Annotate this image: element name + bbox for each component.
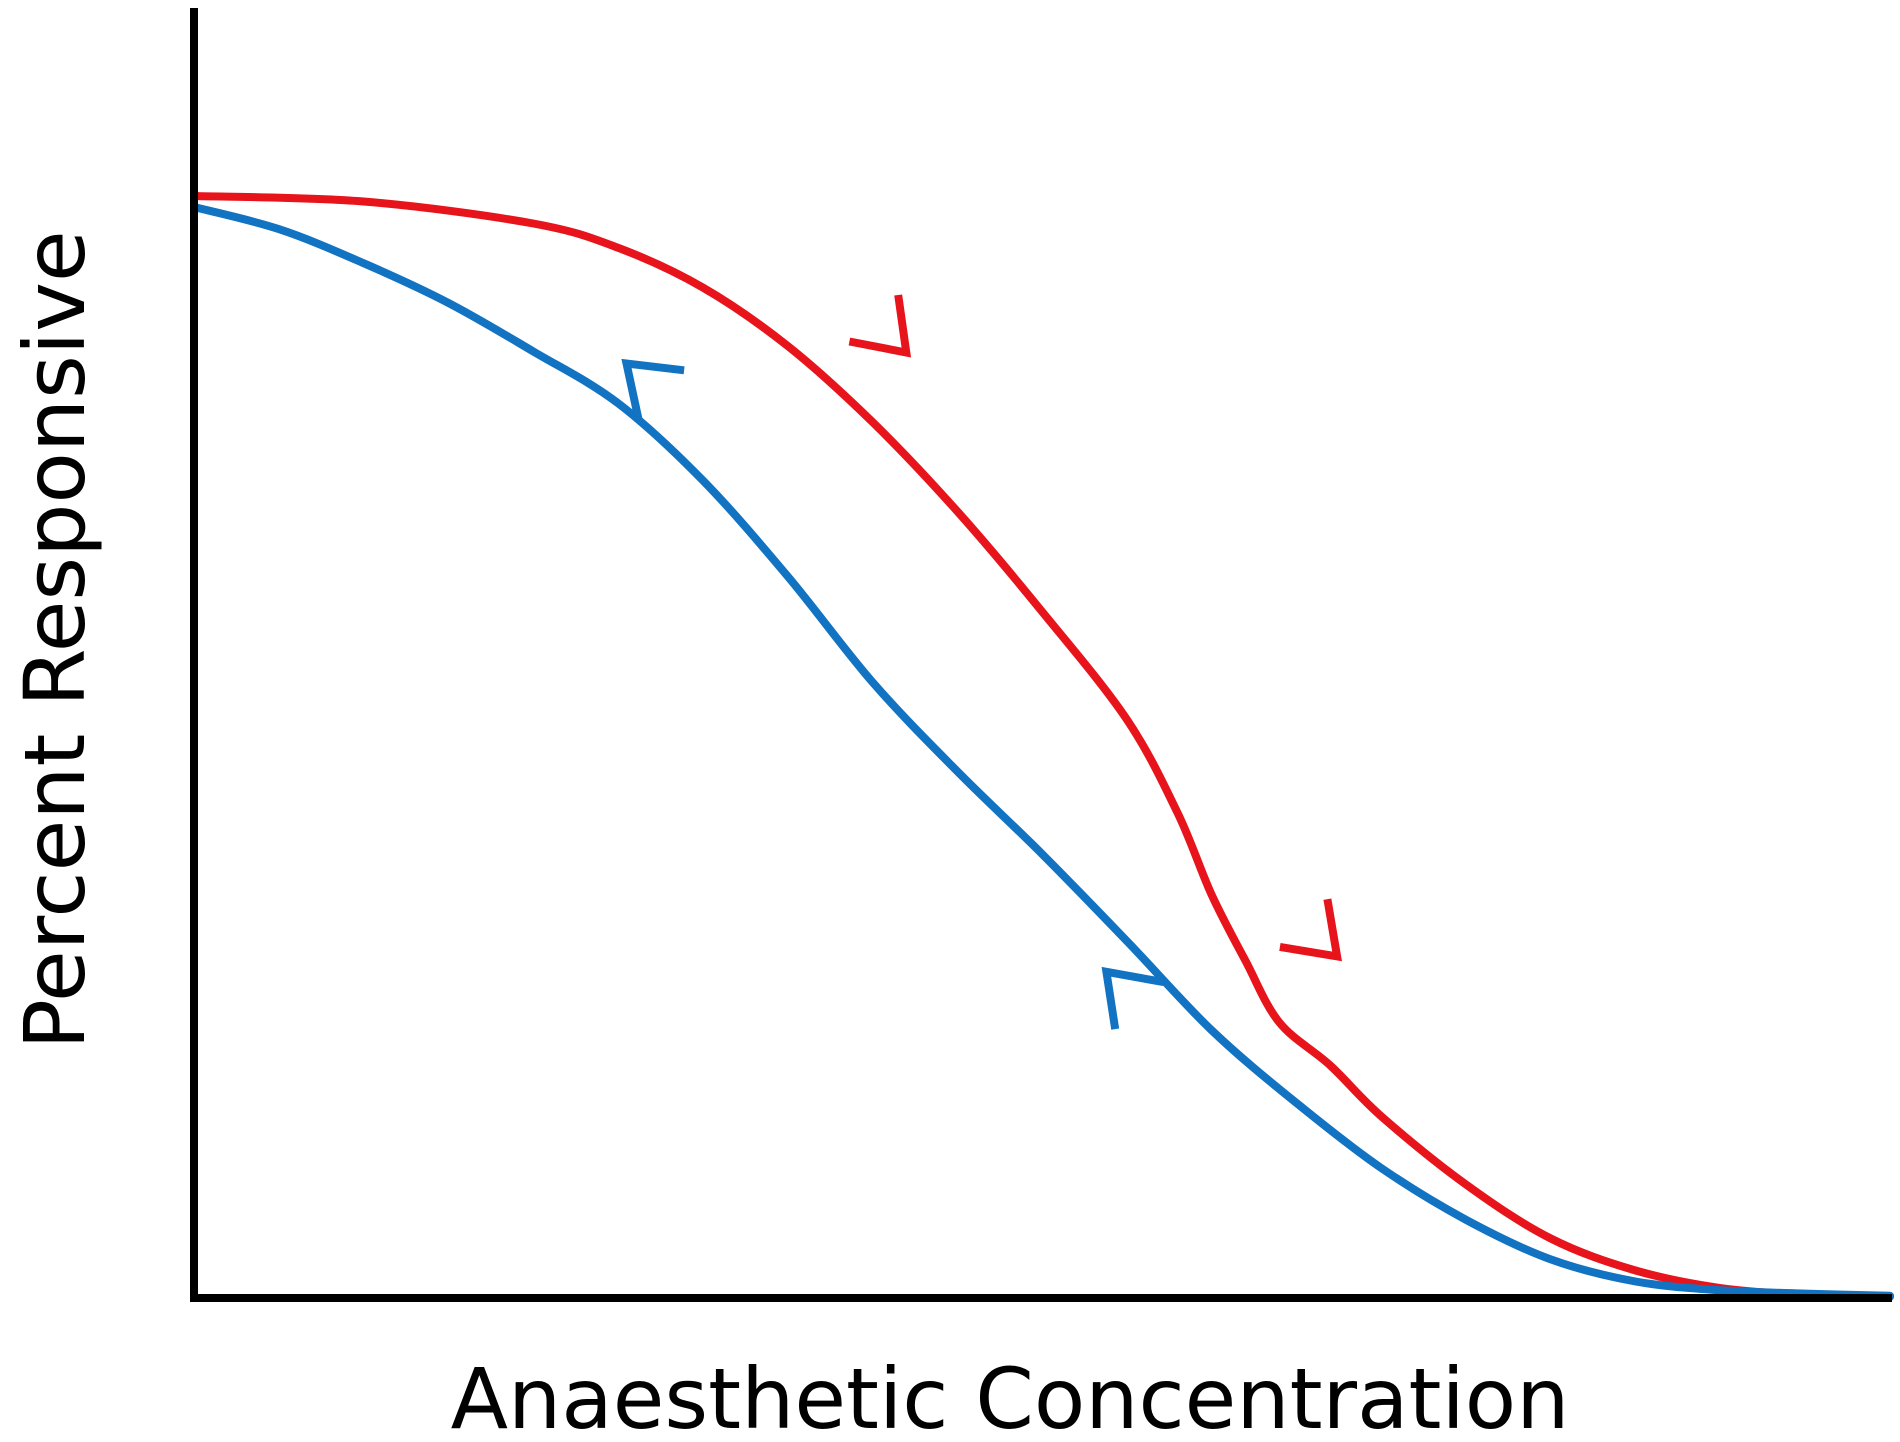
series-line-blue [190,203,1894,1300]
series-line-red [190,192,1894,1301]
x-axis-label: Anaesthetic Concentration [451,1350,1570,1442]
direction-arrow-3 [621,358,685,422]
direction-arrow-4 [1101,966,1165,1030]
direction-arrow-2 [1279,898,1342,962]
plot-area [190,192,1894,1301]
y-axis-label: Percent Responsive [6,230,104,1049]
direction-arrow-1 [848,294,912,358]
